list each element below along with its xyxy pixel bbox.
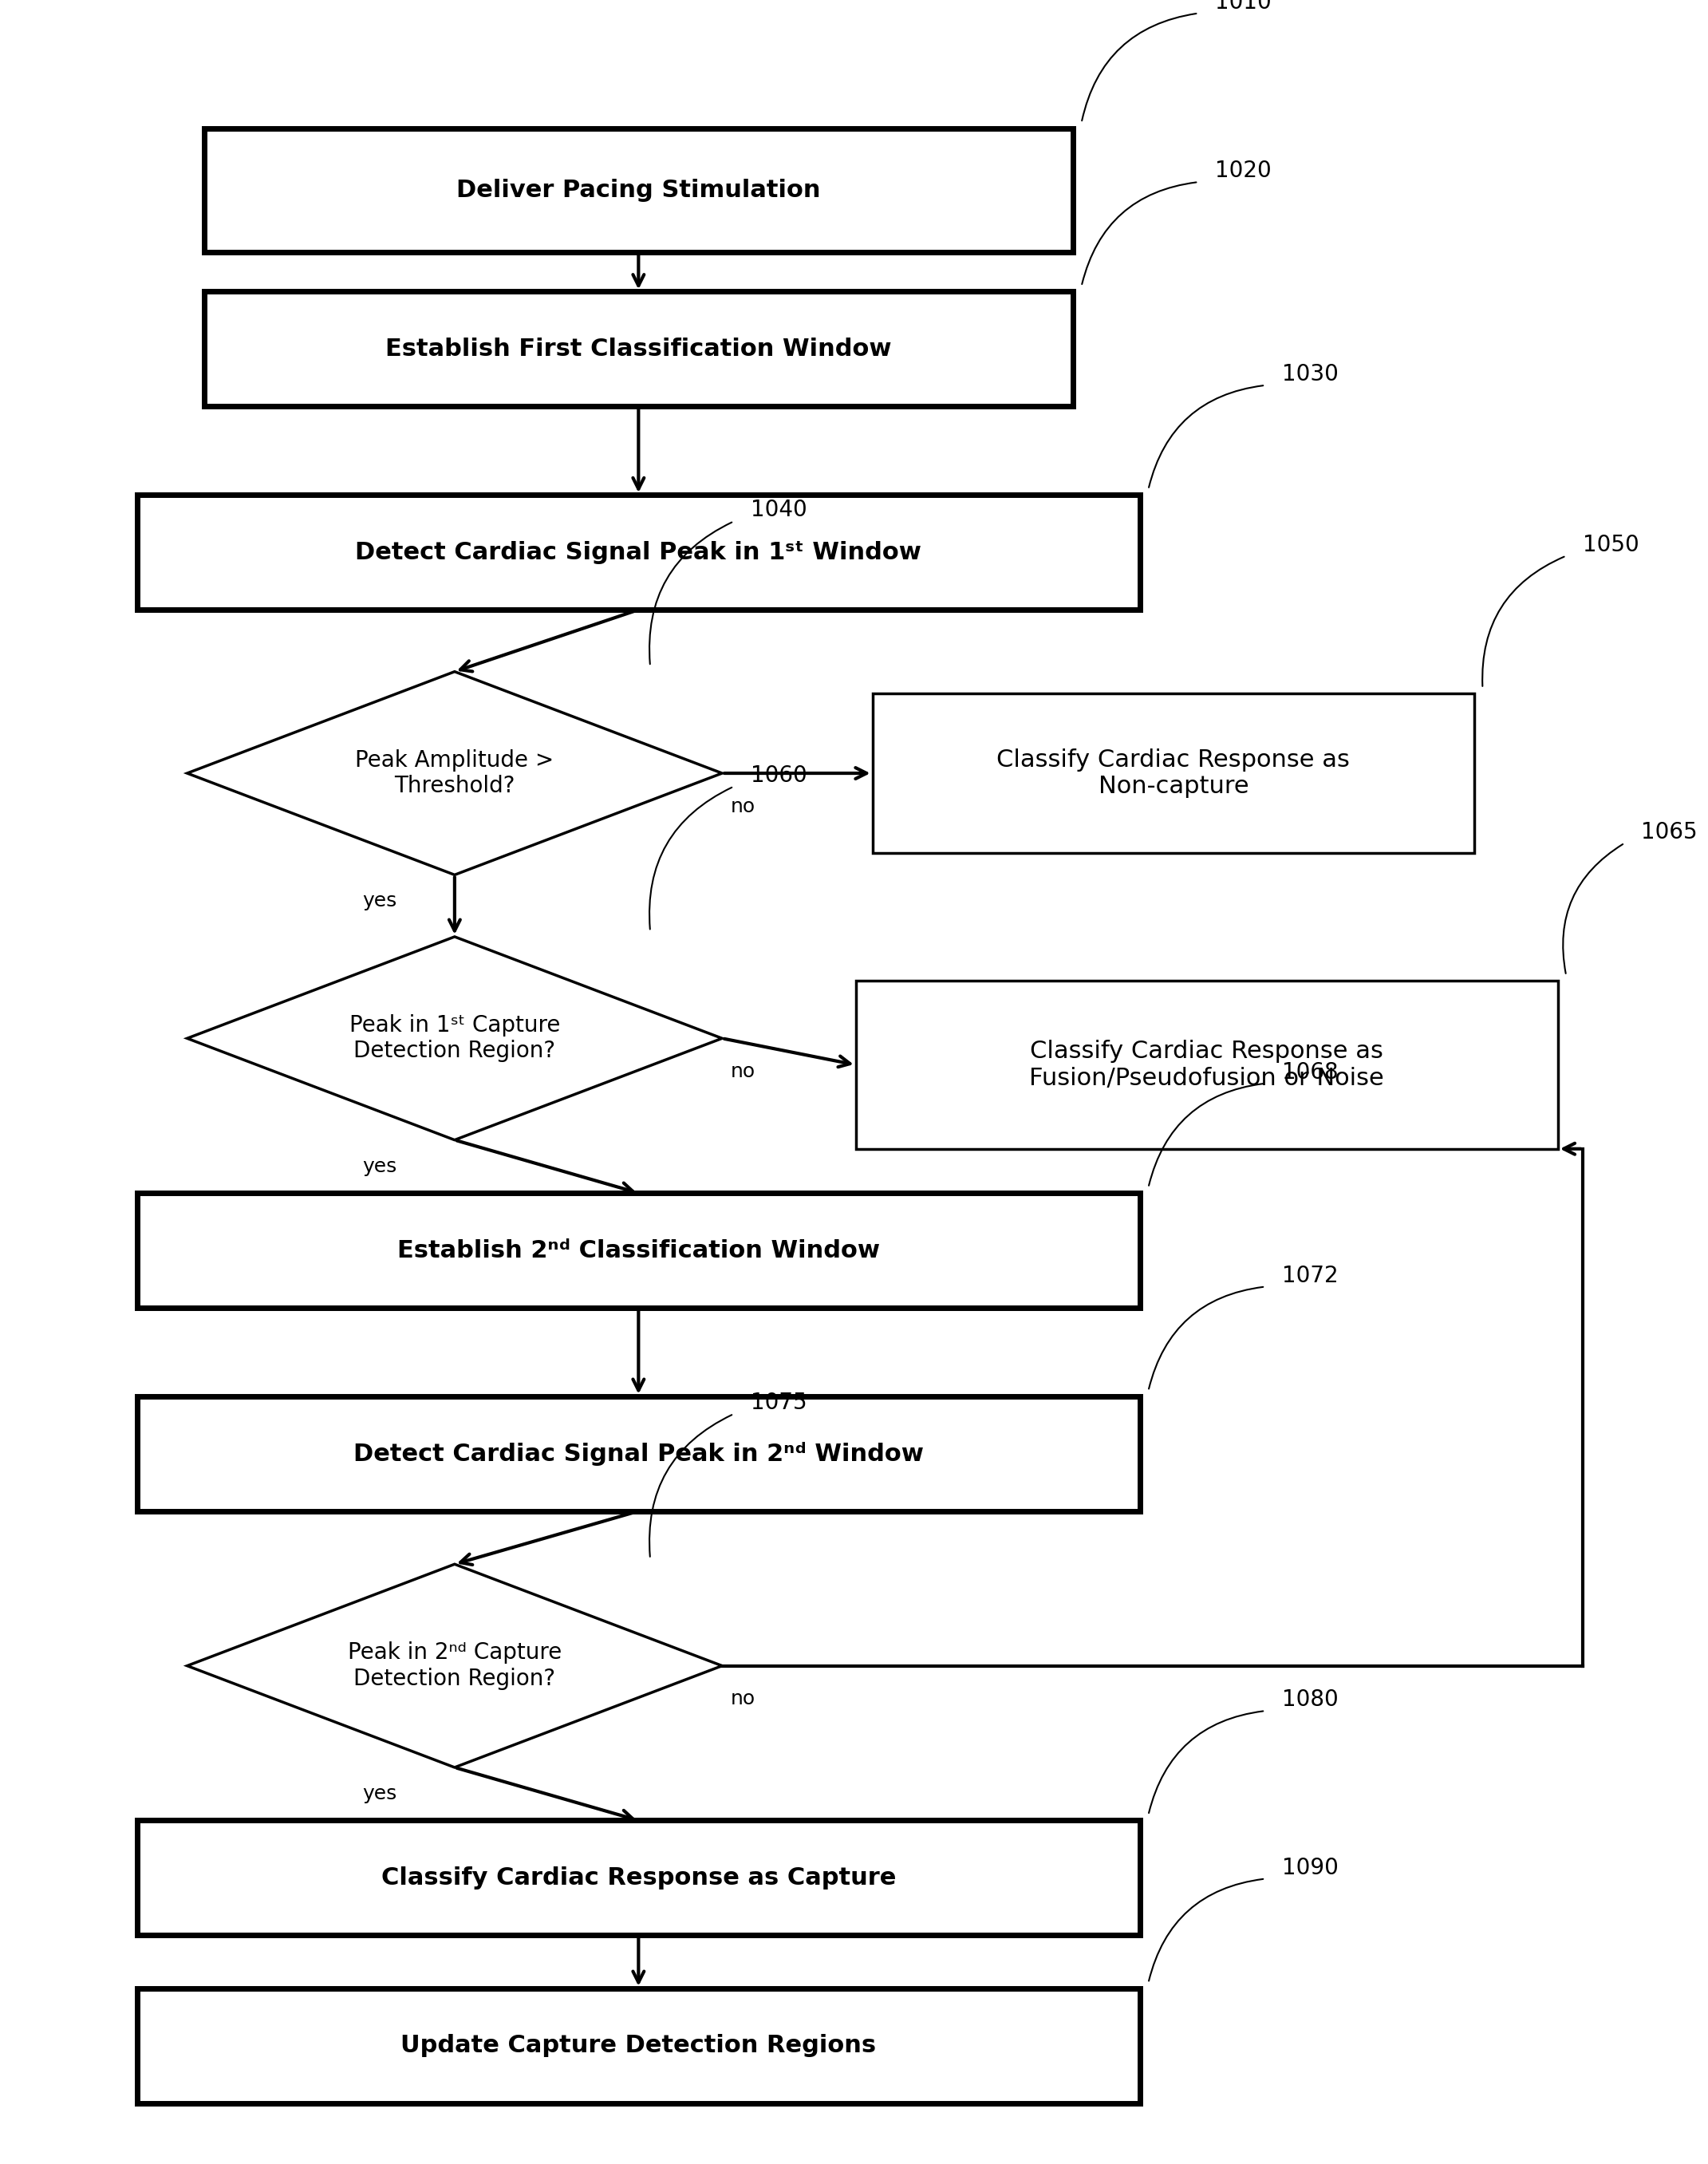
Text: no: no [731,1063,755,1082]
Text: 1080: 1080 [1283,1688,1339,1712]
FancyBboxPatch shape [873,695,1474,853]
FancyBboxPatch shape [203,292,1073,407]
Text: 1060: 1060 [750,764,806,786]
Text: Classify Cardiac Response as Capture: Classify Cardiac Response as Capture [381,1865,897,1889]
FancyBboxPatch shape [137,1989,1139,2103]
Text: Establish First Classification Window: Establish First Classification Window [386,338,892,361]
Polygon shape [188,937,722,1140]
Text: Detect Cardiac Signal Peak in 2ⁿᵈ Window: Detect Cardiac Signal Peak in 2ⁿᵈ Window [354,1441,924,1465]
Text: 1068: 1068 [1283,1060,1339,1084]
Polygon shape [188,671,722,874]
Text: 1065: 1065 [1641,820,1698,844]
FancyBboxPatch shape [137,1396,1139,1510]
Text: Establish 2ⁿᵈ Classification Window: Establish 2ⁿᵈ Classification Window [398,1238,880,1262]
Text: 1075: 1075 [750,1391,806,1413]
FancyBboxPatch shape [137,1820,1139,1935]
FancyBboxPatch shape [137,1192,1139,1307]
Text: Classify Cardiac Response as
Non-capture: Classify Cardiac Response as Non-capture [997,749,1349,799]
Text: Classify Cardiac Response as
Fusion/Pseudofusion or Noise: Classify Cardiac Response as Fusion/Pseu… [1030,1041,1383,1091]
Text: Detect Cardiac Signal Peak in 1ˢᵗ Window: Detect Cardiac Signal Peak in 1ˢᵗ Window [355,541,922,565]
Text: Peak in 2ⁿᵈ Capture
Detection Region?: Peak in 2ⁿᵈ Capture Detection Region? [348,1642,562,1690]
Text: yes: yes [362,1783,398,1803]
FancyBboxPatch shape [203,128,1073,251]
Text: Deliver Pacing Stimulation: Deliver Pacing Stimulation [456,177,820,201]
Text: 1072: 1072 [1283,1264,1339,1288]
Text: 1030: 1030 [1283,364,1339,385]
Text: 1040: 1040 [750,500,806,522]
Polygon shape [188,1565,722,1768]
Text: yes: yes [362,1156,398,1175]
Text: Peak Amplitude >
Threshold?: Peak Amplitude > Threshold? [355,749,553,796]
Text: no: no [731,1690,755,1710]
Text: Update Capture Detection Regions: Update Capture Detection Regions [401,2034,876,2058]
Text: 1090: 1090 [1283,1857,1339,1878]
FancyBboxPatch shape [856,980,1558,1149]
Text: no: no [731,796,755,816]
Text: Peak in 1ˢᵗ Capture
Detection Region?: Peak in 1ˢᵗ Capture Detection Region? [348,1015,560,1063]
Text: 1020: 1020 [1214,160,1271,182]
Text: 1050: 1050 [1583,535,1640,556]
Text: 1010: 1010 [1214,0,1271,13]
FancyBboxPatch shape [137,496,1139,610]
Text: yes: yes [362,892,398,911]
